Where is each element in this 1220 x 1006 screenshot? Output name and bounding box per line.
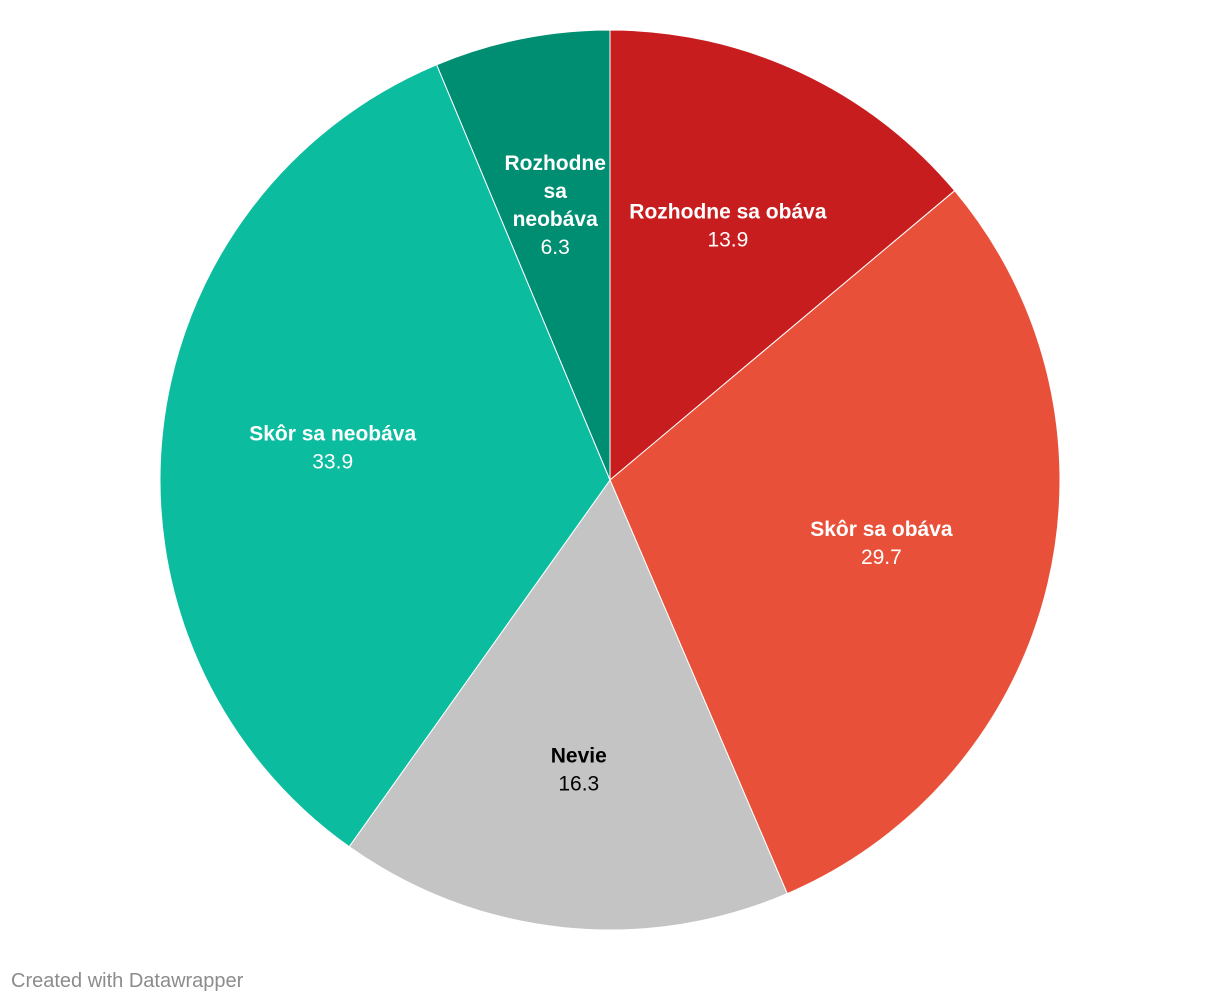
slice-label-group-rozhodne-sa-obava: Rozhodne sa obáva 13.9 <box>629 201 827 252</box>
pie-slice-skor-sa-obava <box>609 189 1061 895</box>
slice-label: Nevie <box>551 744 607 767</box>
slice-label: neobáva <box>513 208 599 231</box>
footer-credit: Created with Datawrapper <box>11 970 244 992</box>
labels-layer: Rozhodne sa obáva 13.9 Skôr sa obáva 29.7 Ne… <box>249 152 953 795</box>
slice-label: Skôr sa neobáva <box>249 423 416 446</box>
slice-value-label: 13.9 <box>707 229 748 252</box>
slice-value-label: 16.3 <box>558 772 599 795</box>
pie-slice-rozhodne-sa-obava <box>609 29 956 482</box>
pie-slice-skor-sa-neobava <box>159 64 611 848</box>
slice-label: Rozhodne <box>504 152 605 175</box>
slice-label: sa <box>544 180 568 203</box>
slice-label-group-skor-sa-obava: Skôr sa obáva 29.7 <box>810 518 953 569</box>
slices-layer <box>159 29 1061 931</box>
slice-label-group-skor-sa-neobava: Skôr sa neobáva 33.9 <box>249 423 416 474</box>
slice-value-label: 29.7 <box>861 546 902 569</box>
slice-label-group-rozhodne-sa-neobava: Rozhodne sa neobáva 6.3 <box>504 152 605 259</box>
slice-value-label: 33.9 <box>312 451 353 474</box>
slice-label-group-nevie: Nevie 16.3 <box>551 744 607 795</box>
pie-chart-svg: Rozhodne sa obáva 13.9 Skôr sa obáva 29.7 Ne… <box>159 29 1061 931</box>
pie-slice-rozhodne-sa-neobava <box>435 29 611 481</box>
pie-chart: Rozhodne sa obáva 13.9 Skôr sa obáva 29.7 Ne… <box>159 29 1061 931</box>
pie-slice-nevie <box>348 478 788 931</box>
slice-label: Rozhodne sa obáva <box>629 201 827 224</box>
slice-label: Skôr sa obáva <box>810 518 953 541</box>
slice-value-label: 6.3 <box>541 236 570 259</box>
